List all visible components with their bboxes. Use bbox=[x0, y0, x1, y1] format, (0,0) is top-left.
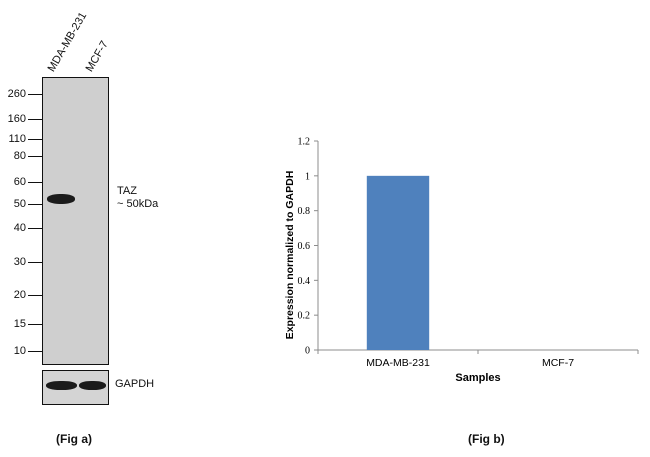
mw-tick bbox=[28, 324, 42, 325]
lane-label-mcf-7: MCF-7 bbox=[83, 38, 111, 74]
y-tick-label: 1 bbox=[305, 171, 310, 182]
y-tick-label: 0.4 bbox=[298, 276, 311, 287]
gapdh-label: GAPDH bbox=[115, 378, 155, 390]
chart-axes bbox=[317, 141, 638, 351]
mw-tick bbox=[28, 295, 42, 296]
taz-label: TAZ bbox=[117, 185, 137, 197]
blot-membrane-gapdh bbox=[42, 370, 109, 405]
taz-band-label: TAZ ~ 50kDa bbox=[117, 185, 158, 211]
expression-bar-chart: 0 0.2 0.4 0.6 0.8 1 1.2 MDA-MB-231 MCF-7 Expres… bbox=[284, 137, 639, 384]
mw-marker: 50 bbox=[13, 198, 26, 210]
mw-tick bbox=[28, 119, 42, 120]
fig-a-caption: (Fig a) bbox=[56, 432, 92, 446]
mw-marker: 160 bbox=[7, 113, 26, 125]
lane-label-mda-mb-231: MDA-MB-231 bbox=[45, 10, 90, 75]
mw-tick bbox=[28, 262, 42, 263]
mw-marker: 260 bbox=[7, 88, 26, 100]
y-tick-label: 0.6 bbox=[298, 241, 311, 252]
mw-tick bbox=[28, 94, 42, 95]
y-tick-label: 0 bbox=[305, 346, 310, 357]
y-tick-label: 0.8 bbox=[298, 206, 311, 217]
x-category-label: MCF-7 bbox=[542, 357, 574, 369]
mw-marker: 40 bbox=[13, 222, 26, 234]
mw-marker: 80 bbox=[13, 150, 26, 162]
x-category-label: MDA-MB-231 bbox=[366, 357, 430, 369]
mw-tick bbox=[28, 228, 42, 229]
gapdh-band-mda-mb-231 bbox=[46, 381, 77, 390]
mw-tick bbox=[28, 182, 42, 183]
y-axis-label: Expression normalized to GAPDH bbox=[284, 171, 296, 340]
mw-marker: 10 bbox=[13, 345, 26, 357]
fig-b-caption: (Fig b) bbox=[468, 432, 505, 446]
blot-membrane-taz bbox=[42, 77, 109, 365]
mw-tick bbox=[28, 351, 42, 352]
mw-marker: 110 bbox=[8, 133, 26, 145]
x-axis-categories: MDA-MB-231 MCF-7 bbox=[317, 350, 639, 369]
taz-size-label: ~ 50kDa bbox=[117, 198, 159, 210]
mw-tick bbox=[28, 204, 42, 205]
bar-mda-mb-231 bbox=[366, 175, 430, 350]
mw-marker: 20 bbox=[13, 289, 26, 301]
mw-tick bbox=[28, 139, 42, 140]
y-axis-ticks: 0 0.2 0.4 0.6 0.8 1 1.2 bbox=[298, 137, 318, 357]
chart-bars bbox=[366, 175, 430, 350]
mw-marker: 15 bbox=[13, 318, 26, 330]
gapdh-band-mcf-7 bbox=[79, 381, 106, 390]
mw-marker: 60 bbox=[13, 176, 26, 188]
y-tick-label: 1.2 bbox=[298, 137, 311, 148]
x-axis-label: Samples bbox=[455, 372, 500, 384]
y-tick-label: 0.2 bbox=[298, 311, 311, 322]
mw-tick bbox=[28, 156, 42, 157]
mw-marker: 30 bbox=[13, 256, 26, 268]
taz-band-mda-mb-231 bbox=[47, 194, 75, 204]
